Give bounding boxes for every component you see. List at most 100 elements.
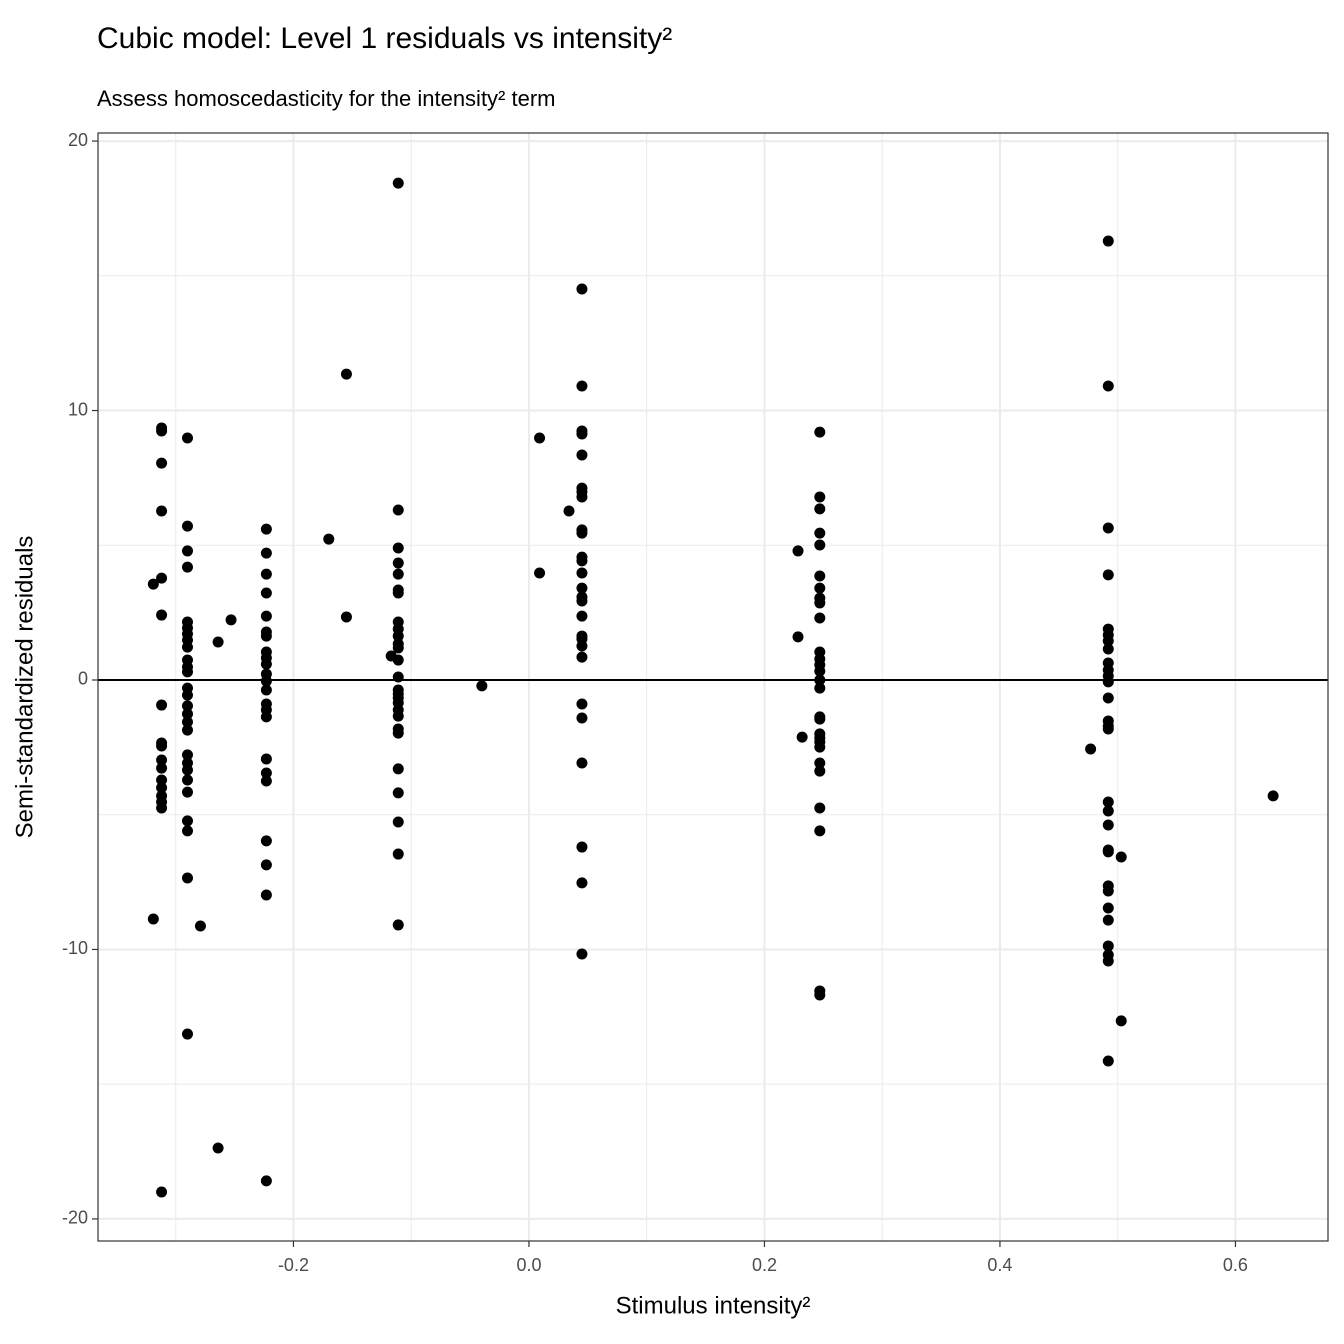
point [392,177,404,189]
point [392,763,404,775]
y-tick-label: 10 [68,399,88,419]
point [260,767,272,779]
x-tick-label: 0.6 [1223,1255,1248,1275]
point [194,920,206,932]
point [576,527,588,539]
point [156,802,168,814]
point [392,542,404,554]
point [181,716,193,728]
point [814,582,826,594]
point [260,775,272,787]
point [181,641,193,653]
point [260,658,272,670]
point [576,877,588,889]
point [392,587,404,599]
point [1102,846,1114,858]
point [392,710,404,722]
point [1102,914,1114,926]
point [392,919,404,931]
point [392,557,404,569]
point [1102,902,1114,914]
point [814,426,826,438]
point [181,724,193,736]
point [156,762,168,774]
point [1102,885,1114,897]
chart-subtitle: Assess homoscedasticity for the intensit… [97,86,556,111]
y-tick-label: -10 [62,938,88,958]
point [392,568,404,580]
point [1102,569,1114,581]
point [156,782,168,794]
point [1115,1015,1127,1027]
point [814,674,826,686]
point [792,631,804,643]
point [260,610,272,622]
point [212,636,224,648]
y-tick-label: -20 [62,1208,88,1228]
point [323,533,335,545]
point [576,567,588,579]
point [181,545,193,557]
point [1102,1055,1114,1067]
point [392,848,404,860]
point [792,545,804,557]
point [181,764,193,776]
point [392,727,404,739]
chart-title: Cubic model: Level 1 residuals vs intens… [97,22,672,55]
point [212,1142,224,1154]
point [156,457,168,469]
point [181,666,193,678]
point [392,630,404,642]
point [814,825,826,837]
point [181,872,193,884]
point [1102,692,1114,704]
point [814,682,826,694]
point [1102,940,1114,952]
point [260,859,272,871]
y-axis-title: Semi-standardized residuals [11,536,38,839]
point [340,611,352,623]
x-axis-title: Stimulus intensity² [616,1292,811,1319]
point [181,1028,193,1040]
point [392,642,404,654]
point [1102,380,1114,392]
point [476,680,488,692]
point [181,774,193,786]
point [1102,235,1114,247]
point [260,568,272,580]
point [814,539,826,551]
point [534,432,546,444]
point [534,567,546,579]
point [1102,676,1114,688]
point [563,505,575,517]
x-tick-label: 0.2 [752,1255,777,1275]
point [576,698,588,710]
point [576,651,588,663]
point [260,587,272,599]
panel-border [97,132,1329,1242]
point [1102,522,1114,534]
point [1102,819,1114,831]
point [576,712,588,724]
point [1102,796,1114,808]
point [814,612,826,624]
point [340,368,352,380]
x-tick-label: 0.0 [516,1255,541,1275]
point [181,825,193,837]
point [260,835,272,847]
point [181,786,193,798]
point [814,665,826,677]
point [814,713,826,725]
point [392,671,404,683]
point [1102,955,1114,967]
point [181,520,193,532]
point [156,572,168,584]
point [1085,743,1097,755]
x-tick-label: 0.4 [987,1255,1012,1275]
point [814,570,826,582]
point [576,380,588,392]
point [814,491,826,503]
point [576,555,588,567]
point [1102,635,1114,647]
point [260,630,272,642]
